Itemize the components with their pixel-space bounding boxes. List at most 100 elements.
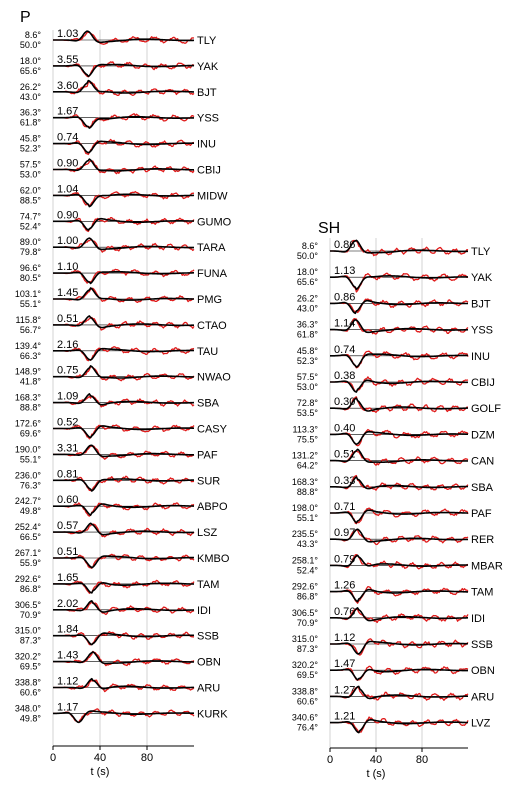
station-label: TLY (197, 35, 217, 47)
distance-label: 69.5° (297, 670, 319, 680)
amplitude-label: 1.12 (57, 676, 78, 688)
station-label: SSB (197, 631, 219, 643)
azimuth-label: 26.2° (20, 82, 42, 92)
amplitude-label: 0.86 (334, 291, 355, 303)
station-label: IDI (197, 605, 211, 617)
azimuth-label: 57.5° (297, 372, 319, 382)
synthetic-waveform (330, 640, 468, 655)
azimuth-label: 168.3° (15, 393, 42, 403)
observed-waveform (53, 138, 195, 156)
azimuth-label: 306.5° (15, 600, 42, 610)
synthetic-waveform (53, 651, 194, 665)
amplitude-label: 1.27 (334, 684, 355, 696)
synthetic-waveform (53, 193, 195, 208)
x-tick-label: 0 (327, 754, 333, 766)
x-tick-label: 80 (416, 754, 428, 766)
observed-waveform (53, 81, 195, 97)
x-axis-label: t (s) (91, 766, 110, 778)
station-label: TAM (471, 587, 493, 599)
azimuth-label: 315.0° (15, 626, 42, 636)
azimuth-label: 306.5° (292, 608, 319, 618)
station-label: YAK (197, 61, 219, 73)
station-label: TARA (197, 242, 226, 254)
amplitude-label: 1.12 (334, 632, 355, 644)
observed-waveform (53, 346, 195, 362)
amplitude-label: 1.67 (57, 106, 78, 118)
azimuth-label: 338.8° (292, 686, 319, 696)
station-label: YSS (197, 113, 219, 125)
azimuth-label: 115.8° (16, 315, 42, 325)
observed-waveform (53, 268, 195, 284)
azimuth-label: 198.0° (292, 503, 319, 513)
synthetic-waveform (53, 444, 194, 458)
observed-waveform (330, 608, 469, 624)
azimuth-label: 139.4° (15, 341, 42, 351)
amplitude-label: 0.40 (334, 422, 355, 434)
distance-label: 53.0° (20, 170, 42, 180)
amplitude-label: 1.13 (334, 265, 355, 277)
synthetic-waveform (53, 365, 195, 379)
amplitude-label: 0.90 (57, 158, 78, 170)
azimuth-label: 131.2° (292, 451, 319, 461)
station-label: TAU (197, 346, 218, 358)
azimuth-label: 320.2° (292, 660, 319, 670)
distance-label: 52.3° (20, 144, 42, 154)
amplitude-label: 0.71 (334, 501, 355, 513)
amplitude-label: 1.65 (57, 572, 78, 584)
distance-label: 49.8° (20, 506, 42, 516)
azimuth-label: 242.7° (15, 496, 42, 506)
azimuth-label: 315.0° (292, 634, 319, 644)
x-axis-label: t (s) (367, 768, 386, 780)
amplitude-label: 1.17 (57, 701, 78, 713)
azimuth-label: 292.6° (15, 574, 42, 584)
station-label: CBIJ (197, 165, 221, 177)
station-label: CASY (197, 424, 228, 436)
observed-waveform (330, 665, 469, 681)
amplitude-label: 1.45 (57, 287, 78, 299)
distance-label: 88.8° (297, 487, 319, 497)
azimuth-label: 74.7° (20, 211, 42, 221)
synthetic-waveform (53, 599, 195, 613)
amplitude-label: 1.09 (57, 391, 78, 403)
azimuth-label: 45.8° (20, 134, 42, 144)
synthetic-waveform (53, 632, 194, 646)
synthetic-waveform (330, 379, 468, 393)
synthetic-waveform (53, 315, 194, 329)
amplitude-label: 3.31 (57, 442, 78, 454)
station-label: LVZ (471, 718, 491, 730)
azimuth-label: 267.1° (15, 548, 42, 558)
distance-label: 43.3° (297, 539, 319, 549)
station-label: SUR (197, 475, 220, 487)
station-label: MBAR (471, 560, 503, 572)
amplitude-label: 1.00 (57, 235, 78, 247)
synthetic-waveform (53, 393, 195, 406)
distance-label: 64.2° (297, 461, 319, 471)
distance-label: 55.1° (297, 513, 319, 523)
station-label: SBA (471, 482, 494, 494)
observed-waveform (53, 217, 195, 233)
amplitude-label: 0.76 (334, 606, 355, 618)
azimuth-label: 89.0° (20, 237, 42, 247)
synthetic-waveform (330, 430, 468, 446)
amplitude-label: 3.60 (57, 80, 78, 92)
synthetic-waveform (53, 63, 194, 78)
synthetic-waveform (330, 607, 468, 622)
observed-waveform (53, 424, 195, 440)
station-label: BJT (197, 87, 217, 99)
station-label: OBN (197, 657, 221, 669)
observed-waveform (330, 450, 469, 466)
amplitude-label: 0.90 (57, 209, 78, 221)
amplitude-label: 1.43 (57, 650, 78, 662)
synthetic-waveform (53, 140, 194, 154)
amplitude-label: 3.55 (57, 54, 78, 66)
amplitude-label: 2.16 (57, 339, 78, 351)
synthetic-waveform (53, 478, 194, 492)
azimuth-label: 57.5° (20, 160, 42, 170)
synthetic-waveform (53, 158, 194, 172)
azimuth-label: 236.0° (15, 470, 42, 480)
station-label: CTAO (197, 320, 227, 332)
amplitude-label: 0.57 (57, 520, 78, 532)
azimuth-label: 190.0° (15, 444, 42, 454)
azimuth-label: 8.6° (25, 30, 42, 40)
observed-waveform (53, 650, 195, 667)
